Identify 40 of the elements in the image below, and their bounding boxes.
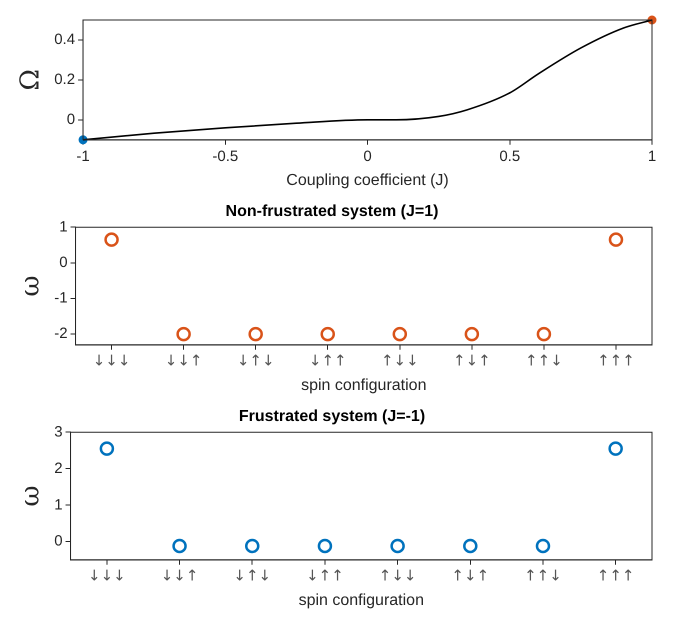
y-tick-label: 2 — [54, 460, 63, 477]
x-tick-label: ↓↑↓ — [236, 352, 275, 370]
chart-title: Non-frustrated system (J=1) — [226, 203, 438, 220]
x-axis-title: spin configuration — [298, 592, 424, 609]
y-axis-title: ω — [15, 275, 46, 297]
x-tick-label: -1 — [76, 148, 90, 165]
x-tick-label: ↓↑↓ — [233, 566, 272, 585]
x-axis-title: Coupling coefficient (J) — [286, 172, 449, 189]
x-tick-label: ↑↓↑ — [452, 352, 491, 370]
y-tick-label: 1 — [59, 218, 68, 236]
y-tick-label: 0 — [59, 254, 68, 271]
y-tick-label: -2 — [54, 325, 68, 342]
x-tick-label: ↓↓↑ — [164, 352, 202, 370]
x-tick-label: ↑↓↓ — [378, 566, 416, 585]
chart-title: Frustrated system (J=-1) — [238, 408, 426, 426]
x-tick-label: ↓↓↓ — [88, 566, 126, 585]
x-tick-label: -0.5 — [212, 148, 238, 165]
x-tick-label: ↑↑↓ — [525, 352, 563, 370]
x-tick-label: ↓↓↑ — [160, 566, 198, 585]
x-tick-label: ↓↓↓ — [92, 352, 130, 370]
x-axis-title: spin configuration — [301, 376, 426, 394]
x-tick-label: ↑↑↑ — [597, 352, 635, 370]
x-tick-label: ↑↑↓ — [524, 566, 562, 585]
y-tick-label: 0 — [54, 532, 63, 550]
x-tick-label: 1 — [648, 148, 656, 165]
y-tick-label: 0.4 — [54, 31, 76, 48]
x-tick-label: ↑↑↑ — [596, 566, 635, 585]
y-tick-label: -1 — [54, 290, 68, 307]
y-axis-title: ω — [15, 485, 46, 507]
x-tick-label: ↑↓↑ — [451, 566, 490, 585]
y-tick-label: 0 — [66, 110, 76, 128]
y-tick-label: 1 — [54, 496, 63, 514]
y-tick-label: 0.2 — [54, 71, 76, 88]
y-axis-title: Ω — [15, 69, 46, 91]
y-tick-label: 3 — [54, 423, 63, 440]
x-tick-label: ↑↓↓ — [380, 352, 419, 370]
x-tick-label: ↓↑↑ — [306, 566, 344, 585]
x-tick-label: ↓↑↑ — [308, 352, 347, 370]
x-tick-label: 0 — [363, 148, 372, 165]
x-tick-label: 0.5 — [499, 148, 520, 165]
